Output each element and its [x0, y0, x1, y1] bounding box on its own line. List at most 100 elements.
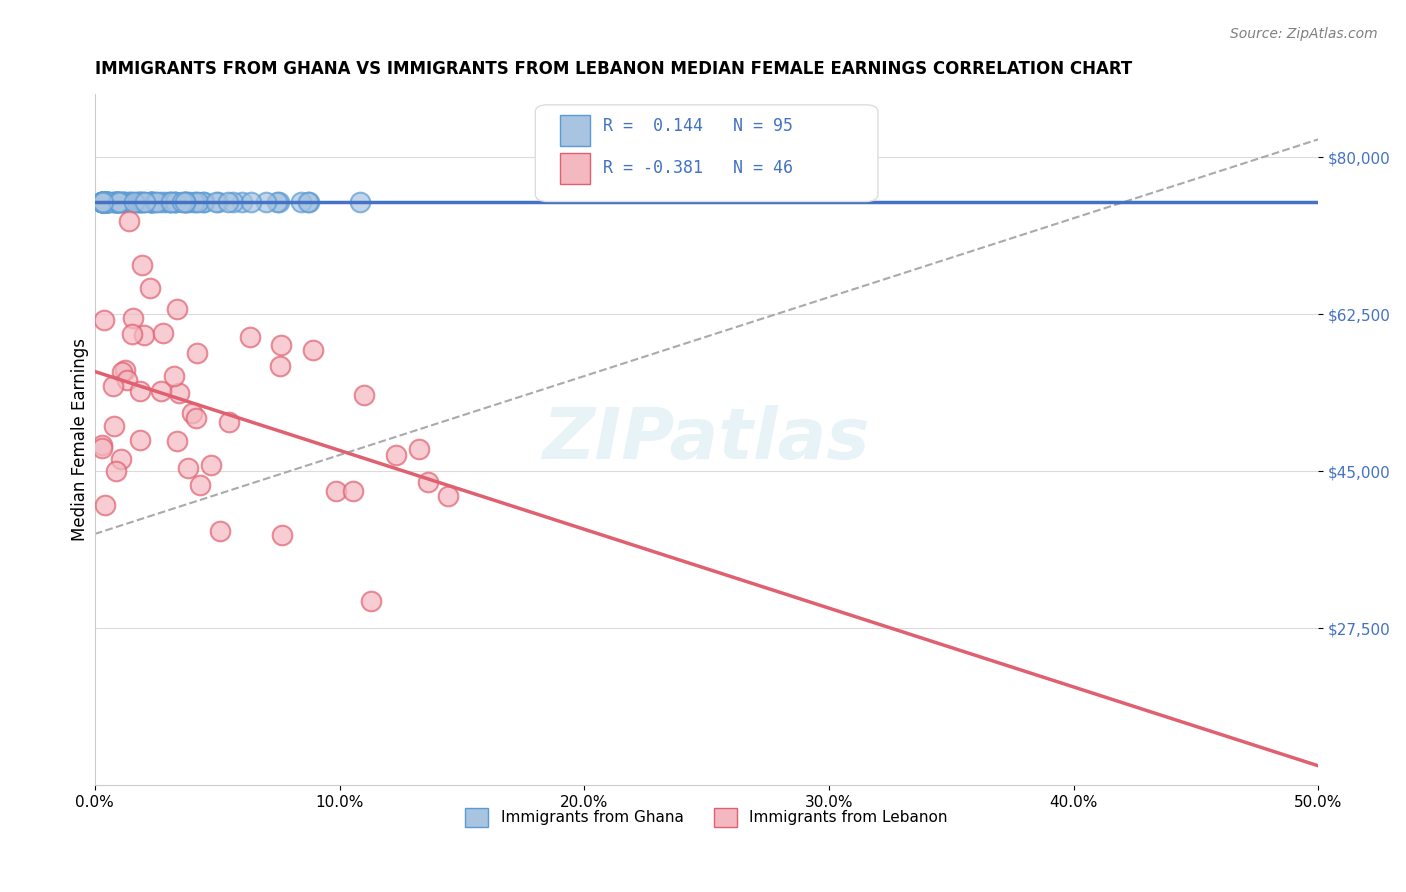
Point [269, 359, 291, 373]
Point [91, 195, 114, 210]
Point [122, 195, 145, 210]
Point [91, 195, 114, 210]
Point [342, 483, 364, 498]
Point [146, 195, 169, 210]
Point [96, 195, 118, 210]
Point [184, 195, 207, 210]
Point [231, 195, 253, 210]
Point [150, 384, 173, 398]
Point [103, 195, 125, 210]
Point [167, 385, 190, 400]
Point [91, 195, 114, 210]
Point [91, 195, 114, 210]
Point [139, 195, 162, 210]
Point [96, 195, 118, 210]
Point [91, 195, 114, 210]
Point [360, 594, 382, 608]
FancyBboxPatch shape [536, 104, 877, 202]
Point [91, 438, 114, 452]
Point [120, 195, 142, 210]
Point [239, 330, 262, 344]
Point [125, 195, 148, 210]
Point [104, 195, 127, 210]
Point [128, 195, 150, 210]
Point [97, 195, 120, 210]
Point [177, 195, 200, 210]
Point [138, 280, 160, 294]
Point [270, 338, 292, 352]
Point [191, 195, 214, 210]
Point [143, 195, 166, 210]
Point [111, 195, 134, 210]
Point [97, 195, 120, 210]
Point [114, 195, 136, 210]
Point [108, 195, 131, 210]
Point [200, 458, 222, 472]
Point [165, 195, 187, 210]
Point [131, 195, 153, 210]
Point [160, 195, 183, 210]
Point [174, 195, 197, 210]
Point [91, 195, 114, 210]
Point [112, 195, 135, 210]
Y-axis label: Median Female Earnings: Median Female Earnings [72, 338, 89, 541]
Bar [560, 115, 591, 146]
Text: Source: ZipAtlas.com: Source: ZipAtlas.com [1230, 27, 1378, 41]
Point [353, 388, 375, 402]
Point [134, 195, 156, 210]
Point [267, 195, 290, 210]
Point [139, 195, 162, 210]
Point [209, 524, 232, 538]
Point [91, 195, 114, 210]
Point [172, 195, 194, 210]
Point [187, 195, 209, 210]
Point [298, 195, 321, 210]
Point [205, 195, 228, 210]
Point [110, 451, 132, 466]
Point [416, 475, 439, 489]
Point [207, 195, 229, 210]
Point [186, 345, 208, 359]
Point [103, 419, 125, 434]
Point [349, 195, 371, 210]
Point [96, 195, 118, 210]
Point [128, 433, 150, 447]
Point [174, 195, 197, 210]
Point [181, 406, 204, 420]
Point [325, 483, 347, 498]
Point [174, 195, 197, 210]
Point [121, 327, 143, 342]
Point [91, 195, 114, 210]
Point [98, 195, 121, 210]
Legend: Immigrants from Ghana, Immigrants from Lebanon: Immigrants from Ghana, Immigrants from L… [460, 802, 953, 833]
Point [122, 311, 145, 326]
Point [101, 195, 124, 210]
Point [111, 195, 134, 210]
Point [142, 195, 165, 210]
Point [118, 214, 141, 228]
Point [108, 195, 131, 210]
Point [96, 195, 118, 210]
Point [221, 195, 243, 210]
Point [94, 498, 117, 512]
Point [141, 195, 163, 210]
Point [111, 195, 134, 210]
Point [139, 195, 162, 210]
Point [114, 362, 136, 376]
Point [437, 489, 460, 503]
Point [91, 195, 114, 210]
Point [218, 415, 240, 429]
Point [183, 195, 205, 210]
Point [105, 195, 128, 210]
Point [188, 478, 211, 492]
Point [93, 195, 115, 210]
Point [163, 195, 186, 210]
Point [108, 195, 131, 210]
Point [159, 195, 181, 210]
Point [174, 195, 197, 210]
Point [121, 195, 143, 210]
Point [93, 195, 115, 210]
Point [297, 195, 319, 210]
Point [271, 527, 294, 541]
Point [155, 195, 177, 210]
